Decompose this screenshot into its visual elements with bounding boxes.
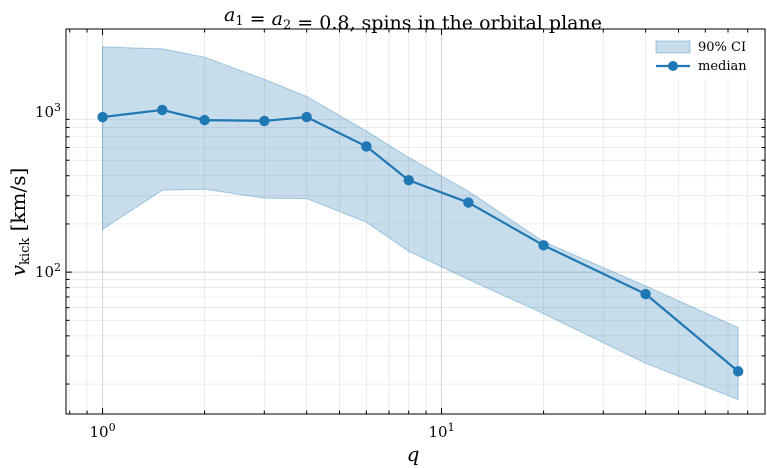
legend-median-label: median <box>698 59 747 74</box>
legend-box <box>651 34 755 78</box>
median-point <box>97 111 108 123</box>
tick-labels: 100 101 102 103 <box>35 101 455 441</box>
confidence-band-layer <box>102 46 739 401</box>
legend: 90% CI median <box>651 34 755 78</box>
legend-band-label: 90% CI <box>698 40 746 55</box>
median-point <box>301 111 312 123</box>
y-tick-label: 102 <box>35 261 61 281</box>
median-point <box>259 115 270 127</box>
plot-frame <box>65 28 766 415</box>
y-axis-label: vkick [km/s] <box>6 168 33 277</box>
median-point <box>463 197 474 208</box>
legend-band-swatch <box>655 40 691 54</box>
legend-median-marker <box>668 61 678 71</box>
grid-lines <box>66 29 766 414</box>
chart-title: a1 = a2 = 0.8, spins in the orbital plan… <box>224 4 602 34</box>
median-point <box>538 240 549 251</box>
median-point <box>157 104 168 116</box>
ci-band <box>102 46 739 401</box>
median-line-layer <box>97 104 744 377</box>
axes <box>65 28 766 415</box>
x-axis-label: q <box>407 442 420 466</box>
x-tick-label: 100 <box>90 421 116 441</box>
y-tick-label: 103 <box>35 101 61 121</box>
median-point <box>199 114 210 126</box>
median-point <box>732 366 744 377</box>
median-point <box>403 175 414 186</box>
median-point <box>640 288 651 300</box>
x-tick-label: 101 <box>428 421 454 441</box>
median-point <box>361 141 372 152</box>
